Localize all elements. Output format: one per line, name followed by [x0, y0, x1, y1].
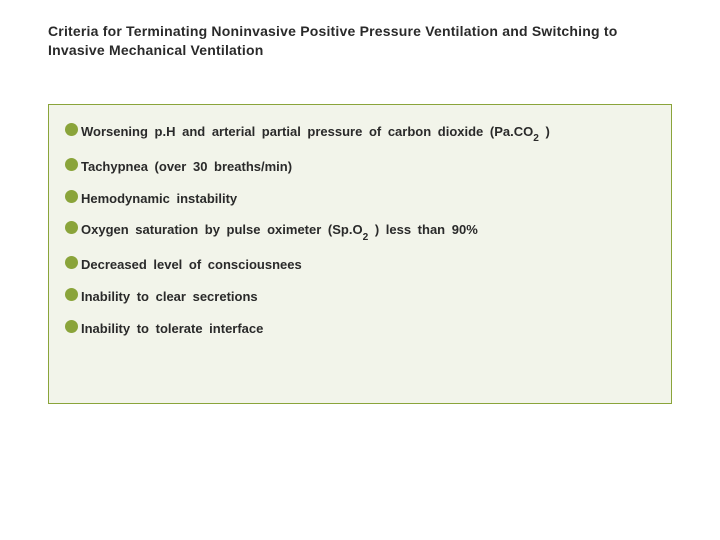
list-item-label: Inability to clear secretions: [81, 288, 258, 306]
bullet-icon: [65, 221, 78, 234]
list-item-label: Worsening p.H and arterial partial press…: [81, 123, 550, 144]
list-item-label: Hemodynamic instability: [81, 190, 237, 208]
list-item: Worsening p.H and arterial partial press…: [65, 123, 655, 144]
slide-page: Criteria for Terminating Noninvasive Pos…: [0, 0, 720, 540]
bullet-icon: [65, 320, 78, 333]
criteria-panel: Worsening p.H and arterial partial press…: [48, 104, 672, 404]
list-item-label: Inability to tolerate interface: [81, 320, 263, 338]
list-item-label: Oxygen saturation by pulse oximeter (Sp.…: [81, 221, 478, 242]
list-item: Tachypnea (over 30 breaths/min): [65, 158, 655, 176]
list-item: Hemodynamic instability: [65, 190, 655, 208]
list-item: Inability to clear secretions: [65, 288, 655, 306]
list-item-label: Decreased level of consciousnees: [81, 256, 302, 274]
list-item: Inability to tolerate interface: [65, 320, 655, 338]
criteria-list: Worsening p.H and arterial partial press…: [65, 123, 655, 337]
bullet-icon: [65, 190, 78, 203]
bullet-icon: [65, 288, 78, 301]
list-item: Decreased level of consciousnees: [65, 256, 655, 274]
bullet-icon: [65, 256, 78, 269]
bullet-icon: [65, 123, 78, 136]
list-item: Oxygen saturation by pulse oximeter (Sp.…: [65, 221, 655, 242]
page-title: Criteria for Terminating Noninvasive Pos…: [48, 22, 672, 60]
bullet-icon: [65, 158, 78, 171]
list-item-label: Tachypnea (over 30 breaths/min): [81, 158, 292, 176]
